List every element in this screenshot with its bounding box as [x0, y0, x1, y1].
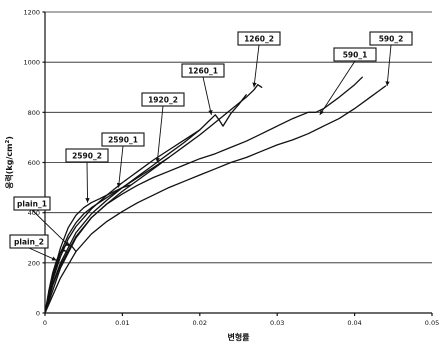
- y-axis-title-superscript: 2: [5, 140, 11, 144]
- callout-box: [9, 234, 49, 249]
- callout-leader-line: [253, 44, 260, 88]
- series-line-2590-2: [44, 184, 131, 314]
- callout-plain-1: plain_1: [13, 196, 71, 247]
- series-line-1260-1: [44, 94, 247, 314]
- callout-leader-line: [386, 44, 392, 87]
- callout-box: [369, 31, 413, 46]
- x-tick-label: 0.05: [425, 319, 439, 327]
- callout-leader-line: [31, 209, 71, 247]
- callout-box: [13, 196, 51, 211]
- series-line-1920-2: [44, 129, 201, 314]
- callout-2590-2: 2590_2: [65, 148, 109, 203]
- x-tick-label: 0.03: [270, 319, 284, 327]
- callout-leader-line: [28, 247, 57, 261]
- x-tick-label: 0.02: [193, 319, 207, 327]
- series-label: 1260_2: [244, 35, 274, 44]
- grid-lines: [45, 11, 432, 264]
- series-line-590-2: [44, 85, 387, 314]
- series-label: 2590_1: [108, 136, 138, 145]
- x-axis-title: 변형률: [227, 332, 250, 342]
- x-tick-labels: 0 0.01 0.02 0.03 0.04 0.05: [43, 313, 439, 327]
- x-tick-label: 0: [43, 319, 47, 327]
- series-lines: [44, 76, 387, 314]
- series-line-590-1: [44, 76, 363, 314]
- callout-arrow-head: [252, 82, 257, 88]
- y-tick-label: 0: [36, 310, 40, 318]
- callout-590-2: 590_2: [369, 31, 413, 87]
- series-label: 2590_2: [72, 152, 102, 161]
- callout-arrow-head: [385, 81, 390, 86]
- series-label: 1260_1: [188, 67, 218, 76]
- callout-2590-1: 2590_1: [101, 132, 145, 188]
- series-label: plain_1: [17, 200, 47, 209]
- callout-1260-2: 1260_2: [237, 31, 281, 88]
- y-tick-label: 1000: [23, 59, 40, 67]
- y-tick-label: 1200: [23, 9, 40, 17]
- callout-leader-line: [202, 76, 212, 115]
- callout-box: [237, 31, 281, 46]
- callout-arrow-head: [51, 256, 57, 261]
- callout-arrow-head: [85, 198, 90, 203]
- callout-590-1: 590_1: [319, 47, 377, 116]
- callout-box: [181, 63, 225, 78]
- series-label: 590_2: [379, 35, 404, 44]
- series-label: 1920_2: [148, 96, 178, 105]
- y-axis-title-main: 응력(kg/cm: [4, 144, 14, 189]
- y-tick-label: 200: [28, 259, 40, 267]
- callout-arrow-head: [65, 241, 70, 247]
- series-line-2590-1: [44, 156, 170, 314]
- callout-leader-line: [86, 161, 89, 203]
- callout-arrow-head: [155, 157, 160, 163]
- callout-box: [333, 47, 377, 62]
- series-callouts: plain_2 plain_1 2590_2 2590_1 1920_2 1260_1 12…: [9, 31, 413, 261]
- callout-box: [65, 148, 109, 163]
- callout-leader-line: [118, 145, 124, 188]
- callout-arrow-head: [116, 182, 122, 188]
- callout-1260-1: 1260_1: [181, 63, 225, 115]
- y-tick-label: 800: [28, 109, 40, 117]
- callout-leader-line: [156, 105, 164, 163]
- y-tick-label: 600: [28, 159, 40, 167]
- callout-arrow-head: [208, 109, 213, 115]
- y-tick-labels: 0 200 400 600 800 1000 1200: [23, 9, 45, 318]
- callout-leader-line: [319, 60, 356, 116]
- callout-box: [141, 92, 185, 107]
- callout-box: [101, 132, 145, 147]
- y-axis-title-close: ): [5, 136, 14, 140]
- x-tick-label: 0.04: [347, 319, 361, 327]
- callout-plain-2: plain_2: [9, 234, 57, 261]
- series-label: 590_1: [343, 51, 368, 60]
- series-line-1260-2: [44, 84, 263, 314]
- callout-1920-2: 1920_2: [141, 92, 185, 163]
- x-tick-label: 0.01: [115, 319, 129, 327]
- y-tick-label: 400: [28, 209, 40, 217]
- y-axis-title: 응력(kg/cm2): [4, 136, 14, 189]
- callout-arrow-head: [319, 109, 325, 115]
- series-label: plain_2: [14, 238, 44, 247]
